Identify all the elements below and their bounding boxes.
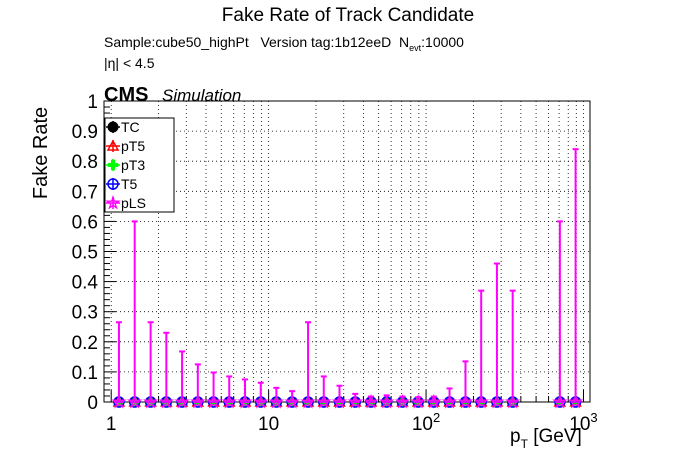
legend-entry-t5: T5	[106, 176, 138, 192]
nevt-label: N	[399, 34, 410, 50]
y-tick-label: 0.5	[72, 243, 98, 264]
legend-entry-pt5: pT5	[106, 138, 145, 154]
x-axis-label-sub: T	[521, 437, 529, 451]
data-point	[410, 393, 426, 409]
x-tick-label: 10	[258, 414, 279, 435]
data-point	[111, 393, 127, 409]
data-point	[142, 393, 159, 409]
legend-entry-pls: pLS	[105, 194, 146, 211]
sample-label: Sample:cube50_highPt	[104, 34, 249, 50]
legend-label: T5	[121, 176, 138, 192]
data-point	[284, 393, 300, 409]
data-point	[300, 393, 316, 409]
legend-entry-tc: TC	[106, 119, 140, 135]
x-tick-label: 102	[412, 410, 440, 435]
y-tick-label: 1	[87, 92, 98, 113]
y-tick-label: 0	[87, 393, 98, 414]
data-point	[426, 393, 442, 409]
version-label: Version tag:1b12eeD	[260, 34, 392, 50]
x-axis-label-main: p	[510, 426, 521, 447]
data-point	[347, 393, 364, 409]
nevt-sub: evt	[409, 42, 422, 53]
data-point	[126, 393, 143, 409]
x-axis-label: pT [GeV]	[510, 426, 582, 451]
data-point	[567, 393, 584, 409]
data-point	[489, 393, 505, 409]
data-point	[394, 393, 411, 409]
data-point	[190, 393, 206, 409]
grid-lines	[104, 101, 590, 402]
cms-label: CMS	[104, 84, 148, 106]
y-tick-label: 0.1	[72, 363, 98, 384]
nevt-value: :10000	[421, 34, 464, 50]
eta-cut: |η| < 4.5	[104, 55, 155, 71]
data-point	[378, 393, 395, 409]
data-point	[441, 393, 458, 409]
data-point	[331, 393, 348, 409]
legend-entry-pt3: pT3	[106, 157, 145, 173]
y-axis-ticks: 0 0.1 0.2 0.3 0.4 0.5 0.6 0.7 0.8 0.9 1	[72, 92, 116, 414]
legend-marker	[107, 178, 119, 190]
data-point	[252, 393, 269, 409]
data-point	[221, 393, 237, 409]
legend: TC pT5 pT3 T5 pLS	[104, 117, 175, 213]
y-tick-label: 0.9	[72, 122, 98, 143]
x-tick-label: 1	[106, 414, 117, 435]
sample-info: Sample:cube50_highPt Version tag:1b12eeD…	[104, 34, 464, 53]
y-tick-label: 0.4	[72, 273, 99, 294]
data-point	[504, 393, 521, 409]
data-point	[473, 393, 489, 409]
data-point	[158, 393, 175, 409]
simulation-label: Simulation	[162, 86, 241, 105]
x-tick-label: 103	[569, 410, 597, 435]
y-tick-label: 0.8	[72, 152, 98, 173]
series-pls	[111, 148, 584, 409]
legend-marker	[107, 159, 119, 171]
data-marks	[111, 148, 584, 409]
data-point	[552, 393, 568, 409]
legend-marker	[105, 194, 121, 210]
legend-marker	[107, 121, 119, 133]
legend-label: TC	[121, 119, 140, 135]
data-point	[268, 393, 285, 409]
y-tick-label: 0.6	[72, 212, 98, 233]
x-axis-label-unit: [GeV]	[528, 426, 582, 447]
y-tick-label: 0.3	[72, 303, 98, 324]
data-point	[363, 393, 379, 409]
legend-label: pT5	[121, 138, 145, 154]
data-point	[316, 393, 332, 409]
x-axis-ticks: 1 10 102 103	[106, 390, 598, 435]
y-tick-label: 0.7	[72, 182, 98, 203]
data-point	[237, 393, 253, 409]
data-point	[205, 393, 222, 409]
chart-title: Fake Rate of Track Candidate	[221, 5, 475, 26]
y-axis-label: Fake Rate	[30, 107, 52, 199]
legend-label: pT3	[121, 157, 145, 173]
data-point	[457, 393, 474, 409]
y-tick-label: 0.2	[72, 333, 98, 354]
legend-label: pLS	[121, 195, 146, 211]
data-point	[174, 393, 190, 409]
legend-marker	[106, 139, 120, 151]
